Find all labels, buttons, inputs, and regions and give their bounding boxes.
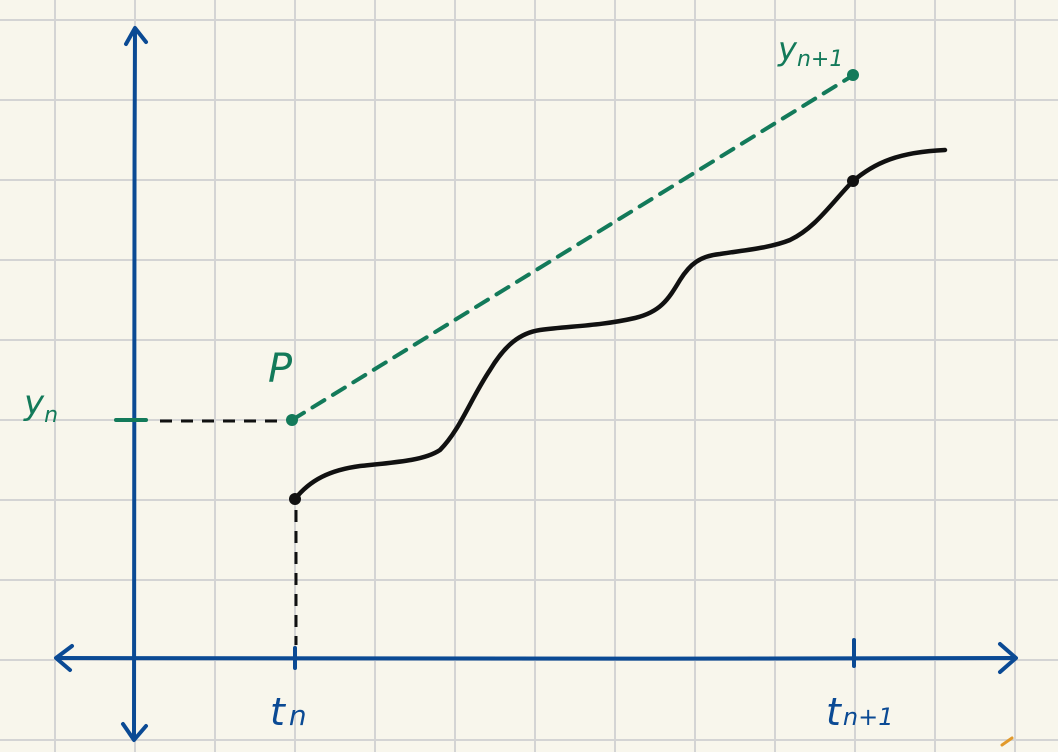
euler-step-line <box>290 74 854 422</box>
label-y-n1: yn+1 <box>777 30 843 72</box>
solution-curve <box>292 147 948 502</box>
point-p <box>286 414 298 426</box>
label-t-n1: tn+1 <box>826 690 894 734</box>
y-axis <box>131 28 137 740</box>
curve-point-t-n1 <box>847 175 859 187</box>
x-axis-arrow-left <box>54 644 74 672</box>
label-point-p: P <box>268 346 293 392</box>
curve-start-point <box>289 493 301 505</box>
y-axis-arrow-top <box>124 26 148 46</box>
point-y-n1 <box>847 69 859 81</box>
axes <box>54 26 1018 742</box>
x-axis-arrow-right <box>998 642 1018 674</box>
y-axis-arrow-bottom <box>121 722 148 742</box>
label-y-n: yn <box>23 383 58 428</box>
orange-mark <box>1000 736 1014 747</box>
x-axis <box>56 656 1016 661</box>
